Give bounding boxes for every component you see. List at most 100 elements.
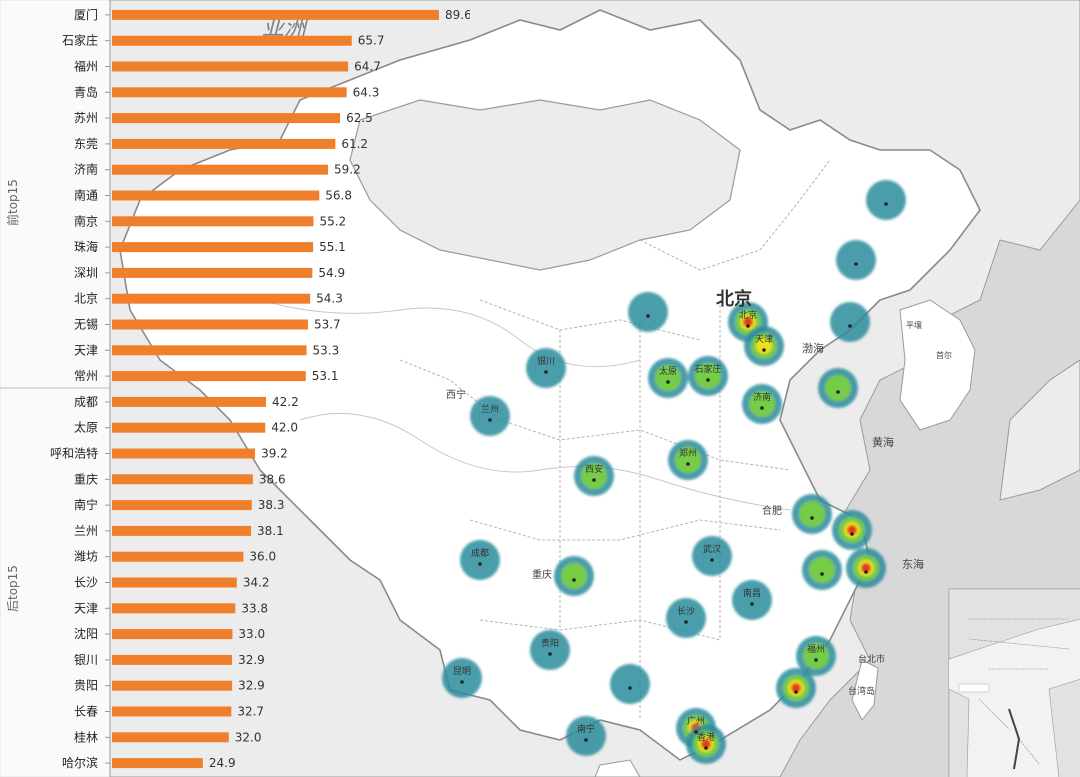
value-label: 32.0 — [235, 730, 262, 744]
korea-label-1: 平壤 — [906, 321, 922, 330]
korean-peninsula — [899, 299, 976, 431]
heat-spot — [749, 391, 775, 417]
value-label: 61.2 — [341, 137, 368, 151]
city-dot — [760, 406, 764, 410]
beijing-big-label: 北京 — [716, 289, 752, 310]
category-label: 济南 — [74, 162, 98, 177]
category-label: 常州 — [74, 369, 98, 383]
bar — [112, 164, 329, 175]
city-dot — [544, 370, 548, 374]
city-label: 香港 — [697, 731, 715, 743]
bar — [112, 242, 314, 253]
city-label: 石家庄 — [694, 363, 721, 375]
heat-spot — [675, 447, 701, 473]
heat-spot — [743, 317, 753, 327]
value-label: 36.0 — [249, 550, 276, 564]
value-label: 59.2 — [334, 163, 361, 177]
city-label: 武汉 — [703, 543, 721, 555]
bar — [112, 319, 308, 330]
city-dot — [820, 572, 824, 576]
bar — [112, 35, 352, 46]
city-label: 福州 — [807, 643, 825, 655]
city-dot — [694, 730, 698, 734]
bar — [112, 680, 233, 691]
category-label: 天津 — [74, 601, 98, 615]
category-label: 福州 — [74, 59, 98, 74]
category-label: 哈尔滨 — [62, 755, 98, 770]
city-dot — [750, 602, 754, 606]
heat-spot — [701, 739, 711, 749]
japan — [999, 359, 1080, 501]
value-label: 24.9 — [209, 756, 236, 770]
city-dot — [864, 570, 868, 574]
city-dot — [794, 690, 798, 694]
value-label: 53.1 — [312, 369, 339, 383]
bar — [112, 371, 306, 382]
group-label-bottom: 后top15 — [6, 565, 20, 612]
category-label: 石家庄 — [62, 33, 98, 48]
city-dot — [706, 378, 710, 382]
heat-spot — [692, 536, 732, 576]
heat-spot — [695, 363, 721, 389]
city-label: 北京 — [739, 309, 757, 321]
city-dot — [548, 652, 552, 656]
value-label: 62.5 — [346, 111, 373, 125]
bar-series: 厦门 89.6 石家庄 65.7 福州 64.7 青岛 64.3 苏州 62.5 东莞 61.2 济南 5… — [50, 7, 470, 770]
category-label: 珠海 — [74, 239, 98, 254]
mongolia — [349, 99, 741, 271]
category-label: 深圳 — [74, 266, 98, 280]
heat-spot — [861, 563, 871, 573]
city-label: 广州 — [687, 715, 705, 727]
category-label: 青岛 — [74, 84, 98, 99]
heat-spot — [836, 240, 876, 280]
heat-spot — [830, 302, 870, 342]
bar — [112, 500, 252, 511]
value-label: 55.2 — [319, 214, 346, 228]
value-label: 32.9 — [238, 653, 265, 667]
heatmap-layer — [442, 180, 906, 764]
city-dot — [850, 532, 854, 536]
bar — [112, 448, 256, 459]
heat-spot — [791, 683, 801, 693]
heat-spot — [666, 598, 706, 638]
rivers — [259, 299, 791, 511]
value-label: 34.2 — [243, 576, 270, 590]
heat-spot — [561, 563, 587, 589]
bar — [112, 758, 203, 769]
value-label: 53.3 — [313, 343, 340, 357]
heat-spot — [566, 716, 606, 756]
category-label: 长沙 — [74, 576, 98, 590]
bar — [112, 113, 341, 124]
city-dot — [762, 348, 766, 352]
value-label: 64.3 — [353, 85, 380, 99]
bar — [112, 706, 232, 717]
category-label: 潍坊 — [74, 549, 98, 564]
city-dot — [666, 380, 670, 384]
bar — [112, 267, 313, 278]
category-label: 银川 — [74, 653, 98, 667]
city-dot — [684, 620, 688, 624]
category-label: 苏州 — [74, 111, 98, 125]
city-label: 南昌 — [743, 587, 761, 599]
city-dot — [686, 462, 690, 466]
heat-spot — [628, 292, 668, 332]
heat-spot — [610, 664, 650, 704]
city-dot — [628, 686, 632, 690]
category-label: 重庆 — [74, 472, 98, 486]
city-dot — [488, 418, 492, 422]
heat-spot — [470, 396, 510, 436]
heat-spot — [799, 501, 825, 527]
bar — [112, 216, 314, 227]
city-label: 长沙 — [677, 605, 695, 617]
heat-spot — [526, 348, 566, 388]
category-label: 呼和浩特 — [50, 446, 98, 461]
city-dot — [584, 738, 588, 742]
yellow-sea-label: 黄海 — [872, 436, 894, 449]
city-dot — [814, 658, 818, 662]
heat-spot — [460, 540, 500, 580]
city-dot — [884, 202, 888, 206]
value-label: 38.6 — [259, 472, 286, 486]
